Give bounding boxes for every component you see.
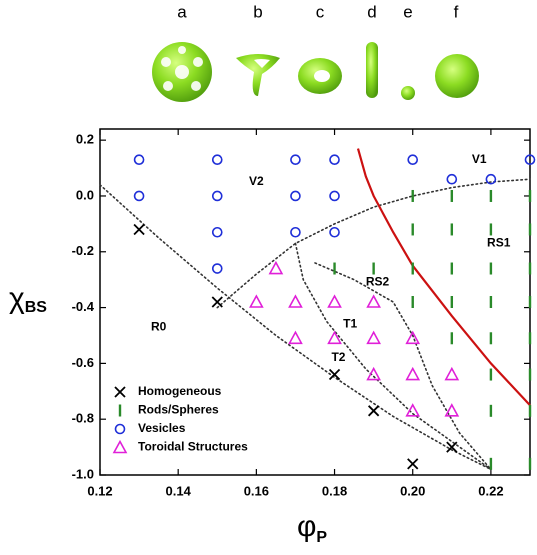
triangle-marker	[405, 366, 421, 381]
triangle-marker	[327, 330, 342, 345]
shape-rod	[366, 42, 378, 98]
torus-hole	[314, 70, 330, 82]
triangle-marker	[444, 366, 460, 381]
shape-label: a	[177, 2, 187, 21]
cross-marker	[367, 405, 380, 417]
cross-marker	[211, 296, 223, 308]
circle-marker	[114, 423, 126, 435]
circle-marker	[211, 263, 223, 274]
region-label: RS2	[366, 275, 390, 289]
cross-marker	[133, 223, 145, 236]
x-tick-label: 0.14	[166, 483, 192, 498]
circle-marker	[290, 226, 301, 238]
circle-marker	[446, 173, 458, 185]
circle-marker	[485, 173, 497, 185]
circle-marker	[133, 154, 145, 165]
triangle-marker	[112, 439, 128, 454]
circle-marker	[133, 190, 145, 202]
circle-marker	[329, 154, 340, 165]
circle-marker	[211, 190, 223, 202]
circle-marker	[407, 154, 419, 165]
y-tick-label: -0.8	[72, 411, 94, 426]
triangle-marker	[268, 260, 284, 275]
triangle-marker	[249, 294, 264, 308]
legend-label: Homogeneous	[138, 384, 222, 398]
cross-marker	[328, 368, 341, 381]
region-label: RS1	[487, 236, 511, 250]
shape-label: c	[316, 2, 325, 21]
triangle-marker	[366, 366, 381, 381]
shape-label: f	[454, 2, 459, 21]
trefoil-hole	[254, 59, 270, 68]
circle-marker	[211, 154, 223, 165]
triangle-marker	[366, 294, 381, 308]
shapes	[152, 42, 479, 102]
triangle-marker	[366, 330, 381, 345]
triangle-marker	[288, 294, 303, 308]
x-tick-label: 0.12	[87, 483, 112, 498]
y-tick-label: -0.4	[72, 299, 95, 314]
boundary-line	[216, 178, 531, 309]
y-tick-label: 0.2	[76, 132, 94, 147]
region-label: T1	[343, 316, 357, 330]
region-label: V1	[472, 152, 487, 166]
triangle-marker	[405, 403, 421, 417]
x-tick-label: 0.18	[322, 483, 347, 498]
circle-marker	[524, 154, 536, 165]
y-tick-label: -0.6	[72, 355, 94, 370]
boundary-line	[314, 262, 492, 471]
cross-marker	[114, 386, 126, 398]
x-tick-label: 0.22	[478, 483, 503, 498]
shape-trefoil	[236, 54, 280, 96]
x-tick-label: 0.20	[400, 483, 425, 498]
circle-marker	[211, 226, 223, 238]
triangle-marker	[288, 330, 303, 345]
circle-marker	[329, 226, 340, 238]
cage-holes	[161, 46, 203, 91]
circle-marker	[329, 190, 340, 202]
shape-small-sphere	[401, 86, 415, 100]
shape-label: b	[253, 2, 262, 21]
boundary-line	[99, 184, 492, 471]
triangle-marker	[444, 403, 460, 417]
y-tick-label: 0.0	[76, 187, 94, 202]
circle-marker	[290, 190, 301, 202]
legend-label: Vesicles	[138, 421, 186, 435]
x-axis-label: φP	[297, 510, 327, 546]
y-axis-label: χBS	[9, 282, 47, 316]
y-tick-label: -0.2	[72, 243, 94, 258]
legend-label: Rods/Spheres	[138, 403, 219, 417]
cross-marker	[407, 458, 419, 470]
triangle-marker	[327, 294, 342, 308]
region-label: V2	[249, 174, 264, 188]
triangle-marker	[405, 330, 421, 345]
region-label: T2	[331, 350, 345, 364]
shape-label: e	[403, 2, 412, 21]
boundary-line	[294, 242, 492, 471]
y-tick-label: -1.0	[72, 466, 94, 481]
legend-label: Toroidal Structures	[138, 440, 248, 454]
region-label: R0	[151, 319, 167, 333]
circle-marker	[290, 154, 301, 165]
shape-sphere	[435, 54, 479, 98]
cross-marker	[446, 441, 458, 453]
shape-label: d	[367, 2, 376, 21]
x-tick-label: 0.16	[244, 483, 269, 498]
